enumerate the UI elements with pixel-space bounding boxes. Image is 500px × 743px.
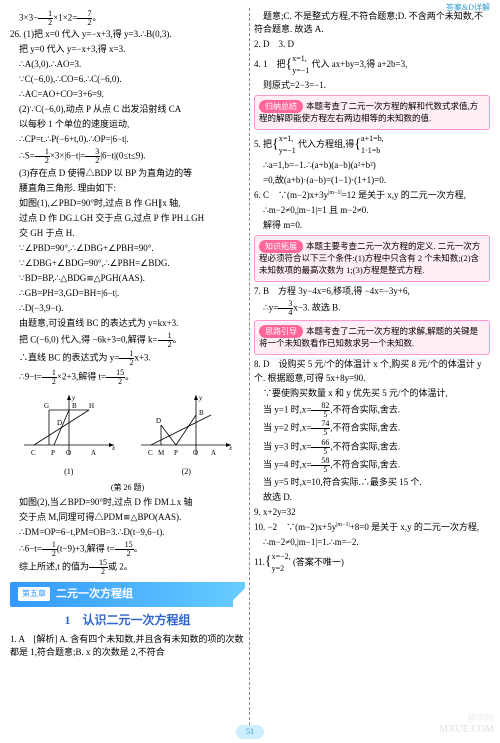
text-line: 6. C ∵(m−2)x+3y|m−1|=12 是关于 x,y 的二元一次方程, (254, 189, 490, 203)
text-line: 4. 1 把{x=1,y=−1 代入 ax+by=3,得 a+2b=3, (254, 53, 490, 77)
text-line: ∴9−t=12×2+3,解得 t=152。 (10, 369, 245, 386)
text-line: 由题意,可设直线 BC 的表达式为 y=kx+3. (10, 317, 245, 331)
text-line: ∵∠DBG+∠BDG=90°,∴∠PBH=∠BDG. (10, 257, 245, 271)
summary-box: 归纳总结本题考查了二元一次方程的解和代数式求值,方程的解即能使方程左右两边相等的… (254, 95, 490, 130)
text-line: ∴D(−3,9−t). (10, 302, 245, 316)
text-line: 把 y=0 代入 y=−x+3,得 x=3. (10, 43, 245, 57)
text-line: ∴m−2≠0,|m−1|=1 且 m−2≠0. (254, 204, 490, 218)
text-line: ∵C(−6,0),∴CO=6.∴C(−6,0). (10, 73, 245, 87)
text-line: 当 y=3 时,x=665,不符合实际,舍去. (254, 439, 490, 456)
text-line: 当 y=2 时,x=745,不符合实际,舍去. (254, 420, 490, 437)
box-label: 思路引导 (259, 325, 303, 338)
hint-box: 思路引导本题考查了二元一次方程的求解,解题的关键是将一个未知数看作已知数求另一个… (254, 320, 490, 355)
text-line: 当 y=5 时,x=10,符合实际.∴最多买 15 个. (254, 476, 490, 490)
text-line: 交 GH 于点 H. (10, 227, 245, 241)
text-line: ∴6−t=12(t−9)+3,解得 t=152。 (10, 541, 245, 558)
text-line: 过点 D 作 DG⊥GH 交于点 G,过点 P 作 PH⊥GH (10, 212, 245, 226)
chapter-number: 第五章 (18, 587, 50, 601)
svg-text:H: H (89, 402, 94, 410)
text-line: 1. A [解析] A. 含有四个未知数,并且含有未知数的项的次数都是 1,符合… (10, 633, 245, 660)
left-column: 3×3−12×1×2=72。 26. (1)把 x=0 代入 y=−x+3,得 … (6, 8, 250, 735)
svg-text:D: D (57, 419, 62, 427)
svg-text:B: B (72, 402, 77, 410)
text-line: 以每秒 1 个单位的速度运动, (10, 118, 245, 132)
svg-text:O: O (66, 449, 71, 457)
svg-text:P: P (174, 449, 178, 457)
text-line: 当 y=1 时,x=825,不符合实际,舍去. (254, 402, 490, 419)
text-line: ∵∠PBD=90°,∴∠DBG+∠PBH=90°. (10, 242, 245, 256)
svg-text:B: B (199, 409, 204, 417)
text-line: ∴CP=t.∴P(−6+t,0).∴OP=|6−t|. (10, 133, 245, 147)
section-title: 1 认识二元一次方程组 (10, 611, 245, 629)
text-line: ∴y=34x−3. 故选 B. (254, 300, 490, 317)
text-line: ∴GB=PH=3,GD=BH=|6−t|. (10, 287, 245, 301)
text-line: 综上所述,t 的值为152或 2。 (10, 559, 245, 576)
text-line: 10. −2 ∵(m−2)x+5y|m−1|+8=0 是关于 x,y 的二元一次… (254, 521, 490, 535)
text-line: 11.{x=−2,y=2 (答案不唯一) (254, 551, 490, 575)
svg-text:y: y (71, 394, 76, 402)
box-label: 归纳总结 (259, 100, 303, 113)
text-line: (2)∵C(−6,0),动点 P 从点 C 出发沿射线 CA (10, 103, 245, 117)
chapter-title: 二元一次方程组 (56, 586, 133, 603)
text-line: ∴A(3,0).∴AO=3. (10, 58, 245, 72)
page-number: 51 (236, 725, 264, 739)
svg-text:G: G (44, 402, 49, 410)
text-line: 如图(2),当∠BPD=90°时,过点 D 作 DM⊥x 轴 (10, 496, 245, 510)
svg-text:P: P (51, 449, 55, 457)
text-line: 腰直角三角形. 理由如下: (10, 182, 245, 196)
text-line: ∴S=12×3×|6−t|=32|6−t|(0≤t≤9). (10, 148, 245, 165)
diagram-label: (1) (19, 466, 119, 478)
text-line: 26. (1)把 x=0 代入 y=−x+3,得 y=3.∴B(0,3). (10, 28, 245, 42)
svg-text:x: x (111, 444, 116, 452)
text-line: 3×3−12×1×2=72。 (10, 10, 245, 27)
text-line: (3)存在点 D 使得△BDP 以 BP 为直角边的等 (10, 167, 245, 181)
svg-text:C: C (31, 449, 36, 457)
diagram-label: (2) (136, 466, 236, 478)
page-header: 答案&D详解 (446, 2, 490, 14)
text-line: 解得 m=0. (254, 219, 490, 233)
text-line: 7. B 方程 3y−4x=6,移项,得 −4x=−3y+6, (254, 285, 490, 299)
diagram-caption: (第 26 题) (10, 482, 245, 494)
watermark-url: MXUE.COM (439, 722, 494, 737)
svg-text:x: x (228, 444, 233, 452)
svg-text:C: C (148, 449, 153, 457)
text-line: 把 C(−6,0) 代入,得 −6k+3=0,解得 k=12。 (10, 332, 245, 349)
box-label: 知识拓展 (259, 240, 303, 253)
text-line: 当 y=4 时,x=585,不符合实际,舍去. (254, 457, 490, 474)
geometry-diagrams: C O A x y B G H P D (1) C M P O A x y B … (10, 390, 245, 479)
text-line: 交于点 M,同理可得△PDM≌△BPO(AAS). (10, 511, 245, 525)
text-line: ∵BD=BP,∴△BDG≌△PGH(AAS). (10, 272, 245, 286)
svg-text:O: O (193, 449, 198, 457)
diagram-1: C O A x y B G H P D (19, 390, 119, 460)
text-line: 如图(1),∠PBD=90°时,过点 B 作 GH∥x 轴, (10, 197, 245, 211)
text-line: ∴m−2≠0,|m−1|=1.∴m=−2. (254, 536, 490, 550)
right-column: 题意;C. 不是整式方程,不符合题意;D. 不含两个未知数,不符合题意. 故选 … (250, 8, 494, 735)
text-line: ∴a=1,b=−1.∴(a+b)(a−b)(a²+b²) (254, 159, 490, 173)
text-line: 5. 把{x=1,y=−1 代入方程组,得{a+1=b,1·1=b (254, 133, 490, 157)
svg-text:D: D (156, 417, 161, 425)
chapter-bar: 第五章 二元一次方程组 (10, 582, 245, 607)
text-line: 故选 D. (254, 491, 490, 505)
svg-text:M: M (158, 449, 165, 457)
text-line: 8. D 设购买 5 元/个的体温计 x 个,购买 8 元/个的体温计 y 个.… (254, 358, 490, 385)
text-line: ∵要使购买数量 x 和 y 优先买 5 元/个的体温计, (254, 387, 490, 401)
text-line: ∴DM=OP=6−t,PM=OB=3.∴D(t−9,6−t). (10, 526, 245, 540)
text-line: ∴直线 BC 的表达式为 y=12x+3. (10, 350, 245, 367)
svg-text:A: A (91, 449, 96, 457)
text-line: ∴AC=AO+CO=3+6=9. (10, 88, 245, 102)
text-line: 2. D 3. D (254, 38, 490, 52)
text-line: =0,故(a+b)·(a−b)=(1−1)·(1+1)=0. (254, 174, 490, 188)
knowledge-box: 知识拓展本题主要考查二元一次方程的定义. 二元一次方程必须符合以下三个条件:(1… (254, 235, 490, 282)
diagram-2: C M P O A x y B D (136, 390, 236, 460)
text-line: 则原式=2−3=−1. (254, 79, 490, 93)
text-line: 9. x+2y=32 (254, 506, 490, 520)
svg-text:y: y (198, 394, 203, 402)
page-content: 3×3−12×1×2=72。 26. (1)把 x=0 代入 y=−x+3,得 … (0, 0, 500, 743)
svg-text:A: A (211, 449, 216, 457)
